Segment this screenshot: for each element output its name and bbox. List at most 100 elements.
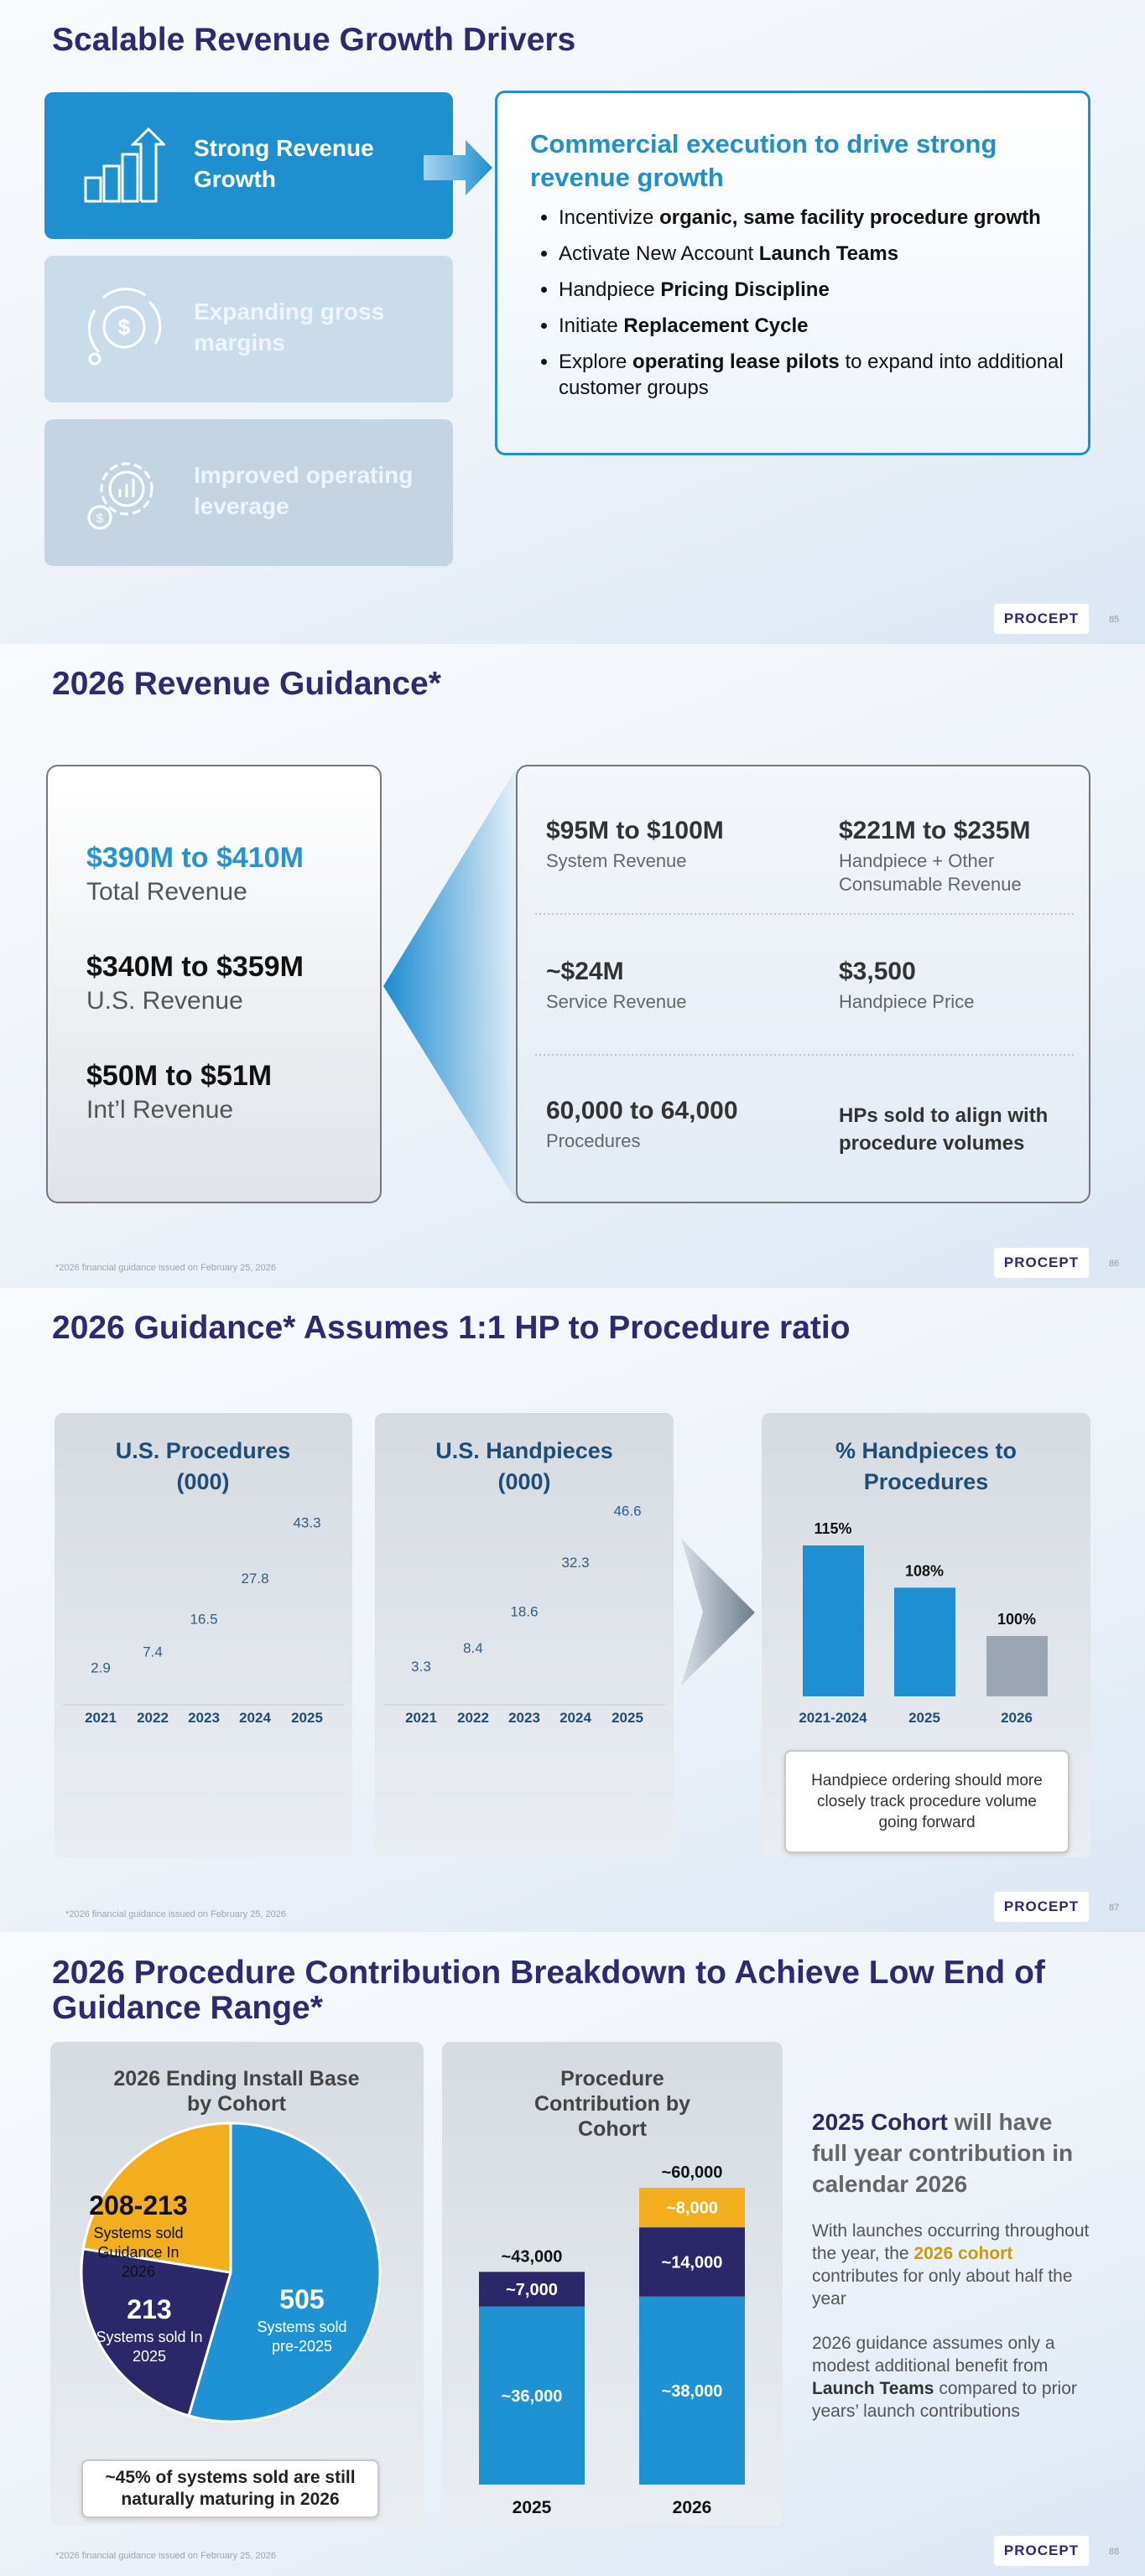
callout-text: With launches occurring throughout the y… (812, 2221, 1090, 2263)
chart-title: Procedure Contribution by Cohort (533, 2067, 691, 2141)
chart-title: U.S. Procedures (000) (115, 1438, 291, 1494)
bullet-text: Incentivize (559, 206, 660, 229)
value-label: ~38,000 (662, 2382, 723, 2401)
bullet: Activate New Account Launch Teams (559, 241, 1079, 267)
x-tick-label: 2026 (673, 2498, 712, 2517)
pie-slice (81, 2122, 232, 2274)
page-number: 87 (1109, 1903, 1120, 1913)
slice-label: Systems sold Guidance In 2026 (93, 2225, 184, 2280)
total-label: ~43,000 (502, 2247, 563, 2266)
value-label: 46.6 (613, 1504, 641, 1519)
guidance-value: $50M to $51M (86, 1060, 273, 1092)
page-number: 85 (1109, 615, 1120, 625)
guidance-label: Total Revenue (86, 878, 247, 906)
footnote: *2026 financial guidance issued on Febru… (65, 1909, 286, 1919)
pie-slice (80, 2247, 232, 2418)
value-label: 27.8 (241, 1571, 268, 1587)
bullet-list: Incentivize organic, same facility proce… (539, 205, 1079, 411)
note: Handpiece ordering should more closely t… (784, 1750, 1070, 1853)
bar-segment (479, 2272, 585, 2307)
panel-heading: Commercial execution to drive strong rev… (530, 129, 997, 192)
x-tick-label: 2023 (508, 1710, 540, 1726)
bar (803, 1545, 864, 1696)
detail-value: ~$24M (546, 958, 624, 985)
value-label: 2.9 (91, 1660, 111, 1676)
callout-emphasis: 2026 cohort (913, 2244, 1013, 2263)
slide: 2026 Procedure Contribution Breakdown to… (0, 1932, 1145, 2576)
x-tick-label: 2024 (239, 1710, 271, 1726)
chart-title: 2026 Ending Install Base by Cohort (113, 2067, 360, 2116)
bar (986, 1636, 1048, 1696)
charts: 2.9 2021 7.4 2022 16.5 2023 27.8 2024 43.3 2025 3.… (63, 1504, 1048, 1726)
chart-title: % Handpieces to Procedures (835, 1438, 1017, 1494)
bullet-text: Replacement Cycle (623, 314, 809, 337)
page-number: 86 (1109, 1259, 1120, 1269)
footnote: *2026 financial guidance issued on Febru… (55, 1263, 276, 1273)
bar-segment (639, 2188, 745, 2228)
slice-value: 213 (127, 2294, 172, 2324)
slice-value: 208-213 (89, 2190, 188, 2220)
value-label: 108% (905, 1562, 944, 1579)
guidance-value: $340M to $359M (86, 951, 304, 983)
callout: 2025 Cohort will have full year contribu… (812, 2106, 1093, 2423)
bullet-text: Explore (559, 351, 633, 373)
detail-box (516, 765, 1090, 1203)
logo: PROCEPT (994, 1892, 1089, 1922)
guidance-value: $390M to $410M (86, 842, 304, 874)
callout-paragraph: With launches occurring throughout the y… (812, 2220, 1093, 2310)
slide: 2026 Guidance* Assumes 1:1 HP to Procedu… (0, 1288, 1145, 1932)
slide: 2026 Revenue Guidance* $390M to $410M To… (0, 644, 1145, 1288)
guidance-label: Int’l Revenue (86, 1096, 234, 1124)
dividers (535, 913, 1075, 1056)
chevron (681, 1539, 755, 1685)
x-tick-label: 2021 (405, 1710, 437, 1726)
x-tick-label: 2025 (513, 2498, 552, 2517)
bullet-text: organic, same facility procedure growth (659, 206, 1041, 229)
bullet-text: operating lease pilots (632, 351, 840, 373)
bullet: Explore operating lease pilots to expand… (559, 349, 1079, 401)
panel (495, 91, 1090, 455)
x-tick-label: 2021-2024 (799, 1710, 867, 1726)
bar-segment (479, 2306, 585, 2485)
x-tick-label: 2023 (188, 1710, 220, 1726)
detail-label: Procedures (546, 1130, 641, 1151)
value-label: ~8,000 (666, 2199, 718, 2218)
driver-card: $ Expanding gross margins (44, 256, 453, 402)
x-tick-label: 2026 (1001, 1710, 1033, 1726)
bullet-text: Launch Teams (758, 242, 899, 265)
callout-emphasis: Launch Teams (812, 2379, 934, 2398)
value-label: ~36,000 (502, 2387, 563, 2406)
detail-label: Handpiece Price (839, 991, 975, 1012)
detail-value: $3,500 (839, 958, 916, 985)
value-label: 16.5 (190, 1611, 217, 1627)
bullet-text: to expand into additional customer group… (559, 351, 1064, 399)
x-tick-label: 2025 (908, 1710, 940, 1726)
slice-label: Systems sold pre-2025 (257, 2319, 347, 2355)
value-label: 18.6 (510, 1603, 538, 1619)
chart-title: U.S. Handpieces (000) (435, 1438, 613, 1494)
guidance-label: U.S. Revenue (86, 987, 243, 1015)
slice-value: 505 (279, 2284, 325, 2314)
bullet: Initiate Replacement Cycle (559, 313, 1079, 339)
chart-panel (375, 1413, 674, 1857)
bar (894, 1587, 955, 1696)
bullet-text: Initiate (559, 314, 624, 337)
slide-title: 2026 Revenue Guidance* (52, 666, 441, 702)
margin-icon: $ (87, 288, 162, 366)
guidance-box (46, 765, 382, 1203)
x-tick-label: 2025 (612, 1710, 643, 1726)
value-label: 3.3 (411, 1659, 431, 1675)
value-label: 8.4 (463, 1640, 483, 1656)
logo: PROCEPT (994, 1248, 1089, 1278)
footnote: *2026 financial guidance issued on Febru… (55, 2551, 276, 2561)
bar-segment (639, 2296, 745, 2485)
detail-label: Service Revenue (546, 991, 687, 1012)
value-label: ~7,000 (506, 2281, 558, 2299)
funnel-shape (383, 766, 518, 1202)
bullet: Handpiece Pricing Discipline (559, 277, 1079, 303)
callout-paragraph: 2026 guidance assumes only a modest addi… (812, 2332, 1093, 2423)
pie-slice (187, 2122, 382, 2423)
driver-card: Strong Revenue Growth (44, 92, 453, 239)
page-number: 88 (1109, 2547, 1120, 2557)
